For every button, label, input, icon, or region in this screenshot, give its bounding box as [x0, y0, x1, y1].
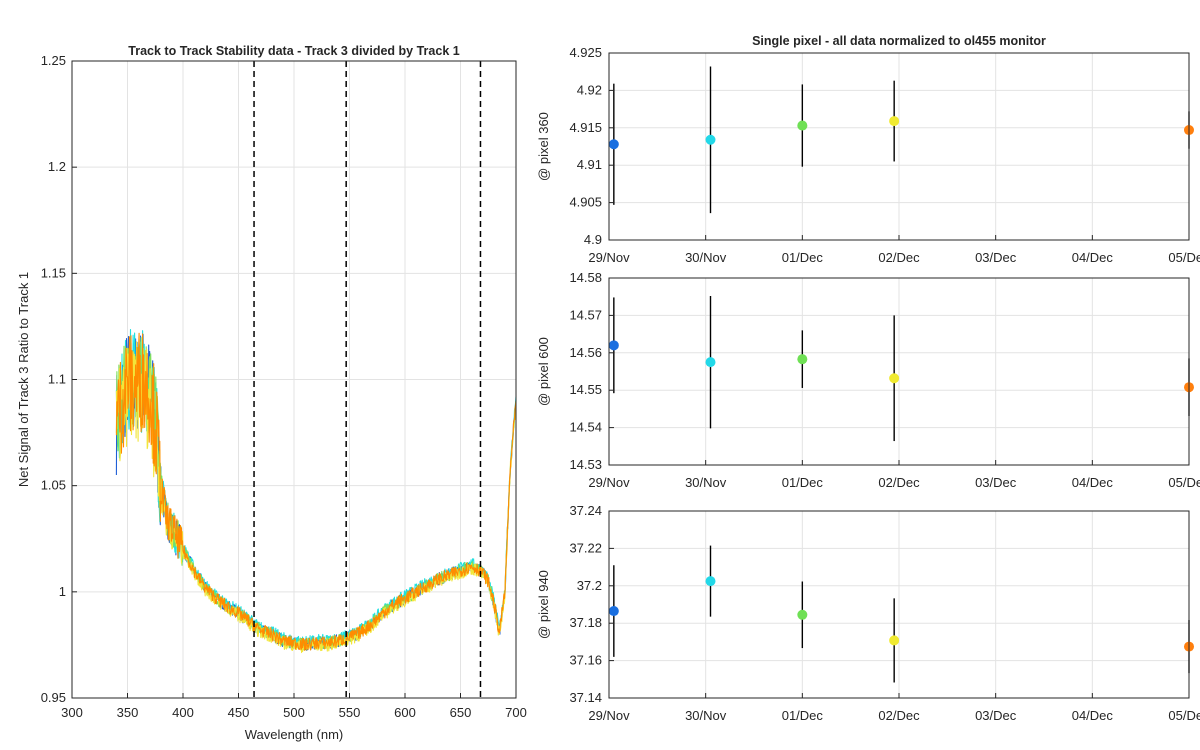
y-tick-label: 1 [59, 584, 66, 599]
y-tick-label: 0.95 [41, 690, 66, 705]
y-axis-label: @ pixel 600 [536, 337, 551, 406]
data-point-2 [797, 120, 808, 131]
data-point-3 [889, 373, 900, 384]
y-tick-label: 37.2 [577, 578, 602, 593]
y-tick-label: 14.58 [569, 270, 602, 285]
data-point-0 [608, 139, 619, 150]
chart-title: Track to Track Stability data - Track 3 … [128, 44, 459, 58]
x-tick-label: 29/Nov [588, 250, 630, 265]
x-tick-label: 30/Nov [685, 475, 727, 490]
x-tick-label: 650 [450, 705, 472, 720]
y-tick-label: 4.9 [584, 232, 602, 247]
x-tick-label: 01/Dec [782, 475, 824, 490]
x-tick-label: 03/Dec [975, 475, 1017, 490]
x-tick-label: 05/Dec [1168, 250, 1200, 265]
y-tick-label: 37.18 [569, 615, 602, 630]
x-tick-label: 300 [61, 705, 83, 720]
y-tick-label: 1.1 [48, 372, 66, 387]
pixel-360-scatter-chart: 29/Nov 30/Nov 01/Dec 02/Dec 03/Dec 04/Dec 05/D… [536, 34, 1200, 265]
data-point-2 [797, 354, 808, 365]
y-tick-label: 14.57 [569, 307, 602, 322]
x-axis-label: Wavelength (nm) [245, 727, 344, 742]
data-point-3 [889, 116, 900, 127]
x-tick-label: 30/Nov [685, 708, 727, 723]
y-axis-label: Net Signal of Track 3 Ratio to Track 1 [16, 272, 31, 487]
y-tick-label: 14.56 [569, 345, 602, 360]
data-point-1 [705, 576, 716, 587]
x-tick-label: 450 [228, 705, 250, 720]
x-tick-label: 600 [394, 705, 416, 720]
y-tick-label: 4.925 [569, 45, 602, 60]
x-tick-label: 02/Dec [878, 250, 920, 265]
x-tick-label: 700 [505, 705, 527, 720]
y-tick-label: 1.05 [41, 478, 66, 493]
x-tick-label: 04/Dec [1072, 475, 1114, 490]
y-tick-label: 14.54 [569, 420, 602, 435]
spectrum-series-4 [115, 332, 517, 651]
x-tick-label: 05/Dec [1168, 475, 1200, 490]
y-tick-label: 37.22 [569, 540, 602, 555]
x-tick-label: 29/Nov [588, 708, 630, 723]
x-tick-label: 03/Dec [975, 708, 1017, 723]
data-point-1 [705, 357, 716, 368]
x-tick-label: 550 [339, 705, 361, 720]
y-tick-label: 4.905 [569, 195, 602, 210]
x-tick-label: 350 [117, 705, 139, 720]
y-axis-label: @ pixel 940 [536, 570, 551, 639]
y-tick-label: 4.92 [577, 82, 602, 97]
pixel-940-scatter-chart: 29/Nov 30/Nov 01/Dec 02/Dec 03/Dec 04/Dec 05/D… [536, 503, 1200, 723]
data-point-0 [608, 606, 619, 617]
x-tick-label: 01/Dec [782, 250, 824, 265]
data-point-1 [705, 134, 716, 145]
y-tick-label: 14.55 [569, 382, 602, 397]
x-tick-label: 29/Nov [588, 475, 630, 490]
y-tick-label: 37.24 [569, 503, 602, 518]
stability-line-chart: 300 350 400 450 500 550 600 650 700 0.95 1 1.05 1.1 1… [16, 44, 527, 742]
x-tick-label: 01/Dec [782, 708, 824, 723]
y-tick-label: 4.915 [569, 120, 602, 135]
y-axis-label: @ pixel 360 [536, 112, 551, 181]
x-tick-label: 400 [172, 705, 194, 720]
y-tick-label: 37.14 [569, 690, 602, 705]
data-point-3 [889, 635, 900, 646]
x-tick-label: 30/Nov [685, 250, 727, 265]
y-tick-label: 14.53 [569, 457, 602, 472]
x-tick-label: 04/Dec [1072, 250, 1114, 265]
x-tick-label: 02/Dec [878, 708, 920, 723]
y-tick-label: 37.16 [569, 653, 602, 668]
y-tick-label: 1.15 [41, 265, 66, 280]
x-tick-label: 500 [283, 705, 305, 720]
x-tick-label: 03/Dec [975, 250, 1017, 265]
pixel-600-scatter-chart: 29/Nov 30/Nov 01/Dec 02/Dec 03/Dec 04/Dec 05/D… [536, 270, 1200, 490]
y-tick-label: 1.25 [41, 53, 66, 68]
x-tick-label: 04/Dec [1072, 708, 1114, 723]
y-tick-label: 4.91 [577, 157, 602, 172]
y-tick-label: 1.2 [48, 159, 66, 174]
x-tick-label: 02/Dec [878, 475, 920, 490]
data-point-0 [608, 340, 619, 351]
data-point-2 [797, 609, 808, 620]
x-tick-label: 05/Dec [1168, 708, 1200, 723]
chart-title: Single pixel - all data normalized to ol… [752, 34, 1046, 48]
